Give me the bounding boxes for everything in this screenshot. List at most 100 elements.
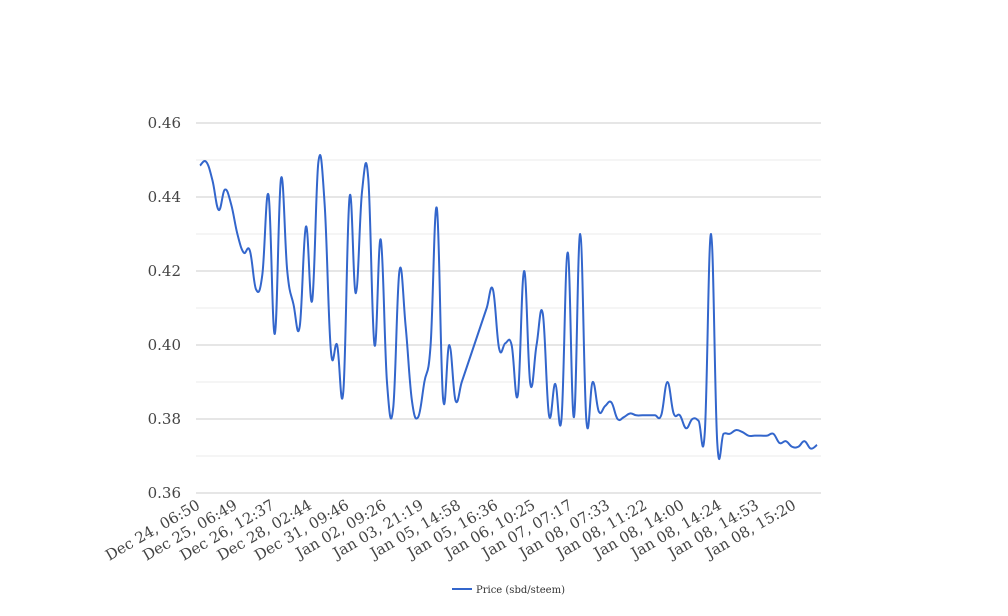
data-point xyxy=(496,346,502,352)
data-point xyxy=(646,412,652,418)
data-point xyxy=(608,399,614,405)
y-axis-labels: 0.36 0.38 0.40 0.42 0.44 0.46 xyxy=(148,114,181,502)
series-layer xyxy=(199,154,820,461)
data-point xyxy=(745,433,751,439)
data-point xyxy=(808,446,814,452)
data-point xyxy=(814,442,820,448)
data-point xyxy=(459,379,465,385)
data-point xyxy=(758,433,764,439)
data-point xyxy=(795,444,801,450)
data-point xyxy=(583,418,589,424)
data-point xyxy=(477,324,483,330)
y-tick-label: 0.36 xyxy=(148,484,181,502)
series-line-price xyxy=(199,154,818,461)
data-point xyxy=(290,301,296,307)
data-point xyxy=(347,194,353,200)
data-point xyxy=(777,440,783,446)
data-point xyxy=(733,427,739,433)
data-point xyxy=(546,412,552,418)
data-point xyxy=(502,340,508,346)
data-point xyxy=(234,231,240,237)
data-point xyxy=(727,431,733,437)
data-point xyxy=(259,272,265,278)
data-point xyxy=(453,398,459,404)
data-point xyxy=(297,324,303,330)
y-tick-label: 0.40 xyxy=(148,336,181,354)
data-point xyxy=(434,205,440,211)
data-point xyxy=(571,414,577,420)
data-point xyxy=(664,379,670,385)
data-point xyxy=(222,187,228,193)
data-point xyxy=(272,331,278,337)
data-point xyxy=(590,379,596,385)
data-point xyxy=(789,444,795,450)
data-point xyxy=(428,342,434,348)
data-point xyxy=(708,231,714,237)
data-point xyxy=(515,392,521,398)
data-point xyxy=(309,298,315,304)
data-point xyxy=(390,405,396,411)
data-point xyxy=(253,287,259,293)
data-point xyxy=(565,250,571,256)
data-point xyxy=(534,342,540,348)
data-point xyxy=(714,440,720,446)
data-point xyxy=(228,201,234,207)
data-point xyxy=(652,412,658,418)
data-point xyxy=(677,412,683,418)
data-point xyxy=(403,324,409,330)
y-tick-label: 0.42 xyxy=(148,262,181,280)
data-point xyxy=(739,429,745,435)
data-point xyxy=(639,412,645,418)
data-point xyxy=(521,268,527,274)
data-point xyxy=(409,398,415,404)
data-point xyxy=(658,412,664,418)
data-point xyxy=(490,287,496,293)
data-point xyxy=(552,381,558,387)
data-point xyxy=(440,396,446,402)
data-point xyxy=(764,433,770,439)
data-point xyxy=(365,176,371,182)
data-point xyxy=(328,348,334,354)
data-point xyxy=(596,409,602,415)
data-point xyxy=(384,379,390,385)
data-point xyxy=(783,438,789,444)
data-point xyxy=(577,231,583,237)
data-point xyxy=(633,412,639,418)
data-point xyxy=(396,268,402,274)
data-point xyxy=(421,379,427,385)
data-point xyxy=(266,192,272,198)
data-point xyxy=(527,381,533,387)
data-point xyxy=(696,418,702,424)
data-point xyxy=(415,414,421,420)
data-point xyxy=(484,305,490,311)
data-point xyxy=(540,311,546,317)
y-tick-label: 0.44 xyxy=(148,188,181,206)
data-point xyxy=(770,431,776,437)
legend-label: Price (sbd/steem) xyxy=(476,585,565,596)
data-point xyxy=(340,388,346,394)
data-point xyxy=(203,159,209,165)
data-point xyxy=(752,433,758,439)
data-point xyxy=(353,290,359,296)
data-point xyxy=(602,403,608,409)
data-point xyxy=(315,159,321,165)
data-point xyxy=(671,410,677,416)
data-point xyxy=(615,416,621,422)
data-point xyxy=(471,342,477,348)
data-point xyxy=(209,177,215,183)
data-point xyxy=(509,342,515,348)
data-point xyxy=(558,416,564,422)
data-point xyxy=(446,342,452,348)
data-point xyxy=(689,416,695,422)
data-point xyxy=(378,237,384,243)
data-point xyxy=(359,188,365,194)
data-point xyxy=(216,207,222,213)
data-point xyxy=(278,176,284,182)
data-point xyxy=(621,414,627,420)
gridlines xyxy=(196,122,821,494)
data-point xyxy=(372,342,378,348)
data-point xyxy=(303,224,309,230)
data-point xyxy=(465,361,471,367)
